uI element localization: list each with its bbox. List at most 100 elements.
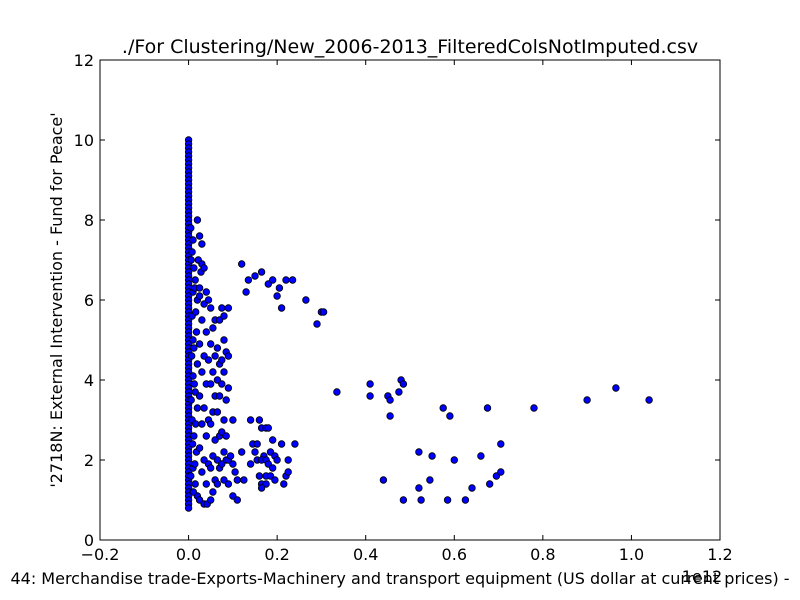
scatter-point xyxy=(209,368,217,376)
scatter-point xyxy=(229,460,237,468)
y-tick-label: 8 xyxy=(84,211,94,230)
scatter-point xyxy=(200,404,208,412)
scatter-point xyxy=(486,480,494,488)
scatter-point xyxy=(206,420,215,428)
scatter-point xyxy=(233,476,241,484)
scatter-point xyxy=(612,384,620,392)
scatter-point xyxy=(269,436,277,444)
scatter-point xyxy=(192,328,201,336)
scatter-point xyxy=(468,484,476,492)
scatter-point xyxy=(206,496,215,504)
scatter-point xyxy=(190,380,198,388)
scatter-point xyxy=(202,432,210,440)
scatter-point xyxy=(231,468,239,476)
scatter-point xyxy=(253,440,261,448)
scatter-point xyxy=(200,264,208,272)
scatter-point xyxy=(399,496,408,504)
scatter-point xyxy=(415,484,423,492)
scatter-point xyxy=(193,404,202,412)
x-tick-label: 0.0 xyxy=(176,545,201,564)
scatter-point xyxy=(240,476,248,484)
scatter-point xyxy=(237,448,246,456)
scatter-point xyxy=(206,340,215,348)
x-tick-label: −0.2 xyxy=(81,545,120,564)
scatter-point xyxy=(461,496,470,504)
y-tick-label: 12 xyxy=(74,51,94,70)
y-axis-label: '2718N: External Intervention - Fund for… xyxy=(47,112,66,487)
scatter-point xyxy=(191,460,199,468)
scatter-point xyxy=(195,392,204,400)
scatter-point xyxy=(251,448,259,456)
scatter-point xyxy=(255,416,264,424)
scatter-point xyxy=(450,456,458,464)
scatter-point xyxy=(187,396,195,404)
scatter-point xyxy=(220,448,228,456)
x-tick-label: 0.8 xyxy=(530,545,555,564)
scatter-point xyxy=(277,304,286,312)
scatter-point xyxy=(218,304,226,312)
scatter-point xyxy=(366,392,374,400)
scatter-point xyxy=(184,504,193,512)
scatter-point xyxy=(246,460,255,468)
scatter-point xyxy=(213,408,222,416)
scatter-point xyxy=(333,388,341,396)
scatter-point xyxy=(198,240,206,248)
scatter-point xyxy=(191,420,200,428)
scatter-point xyxy=(224,304,233,312)
scatter-point xyxy=(277,440,286,448)
y-tick-label: 0 xyxy=(84,531,94,550)
scatter-point xyxy=(237,260,246,268)
scatter-point xyxy=(483,404,492,412)
scatter-point xyxy=(195,340,204,348)
scatter-point xyxy=(206,464,215,472)
scatter-point xyxy=(477,452,485,460)
scatter-point xyxy=(284,468,292,476)
scatter-point xyxy=(257,484,266,492)
scatter-point xyxy=(428,452,436,460)
scatter-point xyxy=(229,416,237,424)
scatter-point xyxy=(446,412,454,420)
scatter-point xyxy=(386,412,394,420)
x-axis-ticks: −0.2 0.0 0.2 0.4 0.6 0.8 1.0 1.2 xyxy=(81,60,733,564)
scatter-point xyxy=(220,416,228,424)
x-axis-label: 44: Merchandise trade-Exports-Machinery … xyxy=(10,569,789,588)
scatter-point xyxy=(213,344,222,352)
scatter-point xyxy=(189,488,198,496)
scatter-point xyxy=(255,472,264,480)
scatter-point xyxy=(220,336,228,344)
scatter-point xyxy=(583,396,591,404)
scatter-point xyxy=(187,224,195,232)
data-points xyxy=(184,136,653,512)
scatter-point xyxy=(215,392,224,400)
scatter-point xyxy=(202,288,210,296)
scatter-point xyxy=(193,216,202,224)
scatter-point xyxy=(189,336,197,344)
scatter-point xyxy=(195,444,204,452)
scatter-point xyxy=(269,464,277,472)
scatter-point xyxy=(187,256,195,264)
scatter-point xyxy=(399,380,408,388)
scatter-point xyxy=(280,480,288,488)
scatter-point xyxy=(195,284,204,292)
scatter-point xyxy=(198,420,206,428)
scatter-point xyxy=(443,496,452,504)
scatter-point xyxy=(291,440,299,448)
scatter-point xyxy=(206,380,215,388)
scatter-point xyxy=(273,292,281,300)
scatter-point xyxy=(198,316,206,324)
y-tick-label: 10 xyxy=(74,131,94,150)
scatter-point xyxy=(264,424,272,432)
scatter-point xyxy=(222,396,230,404)
scatter-point xyxy=(195,232,204,240)
x-axis-offset-text: 1e12 xyxy=(682,567,722,586)
scatter-point xyxy=(439,404,447,412)
scatter-point xyxy=(209,488,217,496)
scatter-point xyxy=(284,456,292,464)
scatter-point xyxy=(273,456,281,464)
scatter-point xyxy=(257,268,266,276)
scatter-point xyxy=(198,368,206,376)
scatter-point xyxy=(302,296,310,304)
scatter-point xyxy=(188,440,197,448)
scatter-point xyxy=(530,404,538,412)
